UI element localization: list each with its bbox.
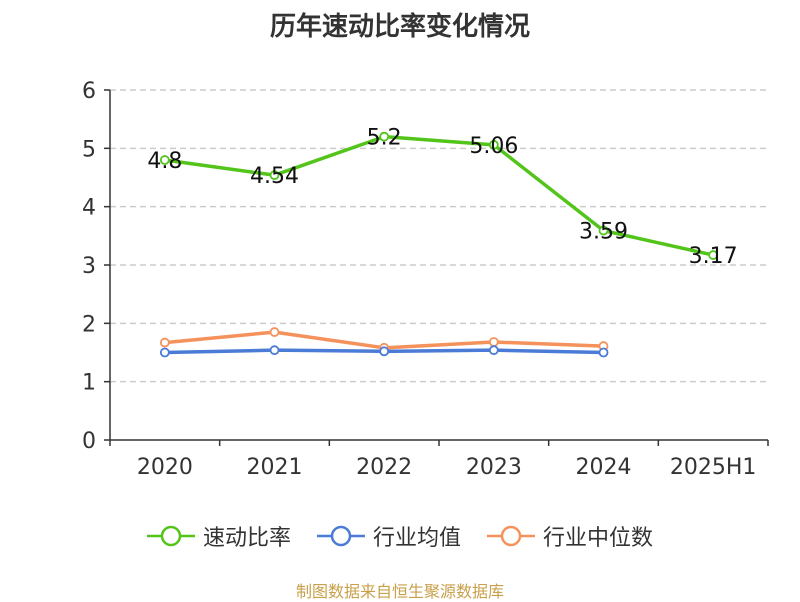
legend-swatch-icon <box>316 525 365 547</box>
x-tick-label: 2020 <box>137 455 193 480</box>
x-tick-label: 2021 <box>247 455 303 480</box>
legend: 速动比率 行业均值 行业中位数 <box>0 520 800 552</box>
data-point <box>488 139 499 150</box>
data-point <box>159 347 170 358</box>
data-point <box>708 250 719 260</box>
x-tick-label: 2022 <box>356 455 412 480</box>
data-labels: 4.8 4.54 5.2 5.06 3.59 3.17 <box>147 126 737 269</box>
legend-swatch-icon <box>487 525 535 547</box>
y-tick-label: 5 <box>82 137 96 162</box>
data-point <box>488 345 499 356</box>
legend-item[interactable]: 行业均值 <box>316 520 461 552</box>
data-label: 4.8 <box>147 149 182 174</box>
y-tick-label: 3 <box>82 254 96 279</box>
y-tick-label: 2 <box>82 312 96 337</box>
data-point <box>598 225 609 236</box>
chart-title: 历年速动比率变化情况 <box>269 12 530 42</box>
y-tick-label: 6 <box>82 79 96 104</box>
data-label: 4.54 <box>250 164 299 189</box>
axes: 0 1 2 3 4 5 6 2020 2021 2022 2023 2024 2025H1 <box>82 79 769 480</box>
data-point <box>379 131 390 142</box>
source-note: 制图数据来自恒生聚源数据库 <box>295 582 504 601</box>
legend-item[interactable]: 速动比率 <box>146 520 291 552</box>
legend-item[interactable]: 行业中位数 <box>487 520 653 552</box>
data-point <box>269 170 280 181</box>
data-label: 3.17 <box>689 244 738 269</box>
y-tick-label: 4 <box>82 196 96 221</box>
data-point <box>598 347 609 358</box>
x-tick-label: 2023 <box>466 455 522 480</box>
legend-swatch-icon <box>146 525 195 547</box>
data-point <box>379 346 390 357</box>
data-point <box>269 345 280 356</box>
series-line <box>164 134 714 257</box>
legend-label: 行业中位数 <box>543 526 654 551</box>
data-point <box>159 337 170 348</box>
legend-label: 行业均值 <box>372 526 461 551</box>
data-label: 3.59 <box>579 220 628 245</box>
data-label: 5.06 <box>469 134 518 159</box>
y-tick-label: 1 <box>82 371 96 396</box>
series-lines <box>159 131 719 358</box>
x-tick-label: 2024 <box>576 455 632 480</box>
x-tick-label: 2025H1 <box>670 455 757 480</box>
y-tick-label: 0 <box>82 429 96 454</box>
data-label: 5.2 <box>367 126 402 151</box>
data-point <box>269 327 280 337</box>
line-chart: 0 1 2 3 4 5 6 2020 2021 2022 2023 2024 2025H1 4.8 4.5… <box>82 79 769 480</box>
data-point <box>488 337 499 347</box>
data-point <box>159 155 170 165</box>
legend-label: 速动比率 <box>202 526 291 551</box>
